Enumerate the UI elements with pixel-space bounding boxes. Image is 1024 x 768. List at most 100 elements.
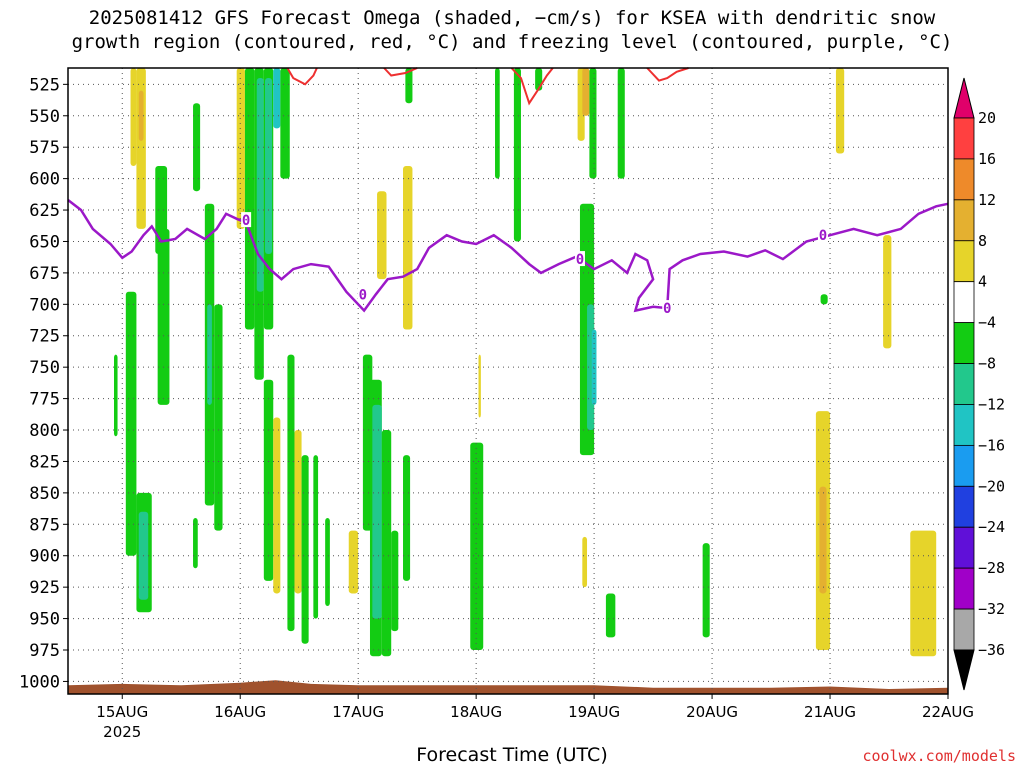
omega-shade-20 [273,68,281,129]
y-tick-label-525: 525 [29,75,60,95]
freezing-level-label-bg-0 [241,212,252,228]
freezing-level-label-0: 0 [242,213,250,229]
omega-shade-33 [381,430,392,657]
y-tick-label-875: 875 [29,515,60,535]
colorbar-swatch-12 [953,608,975,651]
colorbar-label-9: −20 [978,477,1005,495]
omega-shade-26 [301,455,309,644]
y-tick-label-700: 700 [29,295,60,315]
x-tick-label-18AUG: 18AUG [450,703,502,721]
x-tick-sublabel-15AUG: 2025 [103,723,141,741]
y-tick-label-825: 825 [29,452,60,472]
colorbar-label-11: −28 [978,559,1005,577]
y-tick-label-725: 725 [29,327,60,347]
omega-shade-56 [819,486,827,594]
y-tick-label-575: 575 [29,138,60,158]
omega-shade-42 [513,68,521,242]
y-tick-label-950: 950 [29,610,60,630]
omega-shade-32 [372,404,382,619]
y-tick-label-550: 550 [29,107,60,127]
omega-shade-59 [910,530,937,657]
omega-shade-0 [130,68,137,167]
colorbar-label-5: −4 [978,314,996,332]
freezing-level-label-2: 0 [576,252,584,268]
omega-shade-28 [325,518,330,607]
omega-shade-2 [138,90,144,141]
colorbar-swatch-8 [953,444,975,487]
y-tick-label-900: 900 [29,547,60,567]
colorbar-label-1: 16 [978,150,996,168]
omega-shade-19 [264,78,273,255]
colorbar-label-12: −32 [978,600,1005,618]
freezing-level-label-bg-2 [574,251,585,267]
colorbar: 20 16 12 8 4 −4 −8 −12 −16 −20 −24 −28 −32 −36 [953,77,1005,691]
omega-shade-54 [820,294,828,305]
freezing-level-label-bg-3 [662,300,673,316]
omega-shade-35 [403,455,411,581]
colorbar-swatch-9 [953,485,975,528]
colorbar-top-arrow [953,77,975,119]
credit-link[interactable]: coolwx.com/models [862,747,1016,765]
omega-shade-38 [405,68,413,104]
omega-shade-8 [157,228,170,405]
omega-shade-12 [214,304,223,531]
omega-shade-15 [244,68,255,330]
y-tick-label-975: 975 [29,641,60,661]
omega-shade-36 [377,191,387,280]
colorbar-label-8: −16 [978,436,1005,454]
y-tick-label-625: 625 [29,201,60,221]
terrain-ground [68,680,948,694]
colorbar-swatch-1 [953,158,975,201]
omega-shade-29 [348,530,359,594]
omega-shade-13 [193,518,198,569]
chart-title-line-2: growth region (contoured, red, °C) and f… [71,31,953,53]
freezing-level-label-1: 0 [359,287,367,303]
chart-title: 2025081412 GFS Forecast Omega (shaded, −… [0,6,1024,54]
colorbar-label-13: −36 [978,641,1005,659]
colorbar-swatch-3 [953,240,975,283]
omega-shade-22 [263,379,274,581]
colorbar-swatch-11 [953,567,975,610]
colorbar-swatch-2 [953,199,975,242]
freezing-level-label-3: 0 [663,301,671,317]
colorbar-label-2: 12 [978,191,996,209]
omega-shade-11 [207,304,212,405]
omega-shade-41 [495,68,500,179]
freezing-level-label-bg-1 [357,286,368,302]
omega-shade-21 [280,68,290,179]
colorbar-swatch-4 [953,281,975,324]
y-tick-label-850: 850 [29,484,60,504]
colorbar-label-10: −24 [978,518,1005,536]
x-tick-label-21AUG: 21AUG [804,703,856,721]
omega-shade-37 [403,166,413,330]
y-tick-label-800: 800 [29,421,60,441]
dgz-contour-1 [383,67,418,77]
plot-area: 0 0 0 0 0 525 550 575 600 625 650 675 700 725 750 775 80… [19,67,974,741]
omega-shade-17 [256,78,264,292]
dgz-contour-3 [646,67,689,82]
omega-shade-39 [470,442,484,651]
chart-title-line-1: 2025081412 GFS Forecast Omega (shaded, −… [88,7,936,29]
colorbar-bottom-arrow [953,649,975,691]
y-tick-label-600: 600 [29,170,60,190]
dgz-contour-2 [510,67,554,106]
colorbar-label-4: 4 [978,273,987,291]
x-tick-label-16AUG: 16AUG [214,703,266,721]
colorbar-swatch-6 [953,363,975,405]
omega-shade-34 [391,530,399,632]
omega-shade-40 [478,354,481,418]
omega-shade-27 [313,455,319,619]
omega-shade-25 [294,430,302,594]
omega-shade-3 [114,354,118,437]
omega-shade-4 [125,291,137,556]
x-tick-label-17AUG: 17AUG [332,703,384,721]
omega-shade-50 [617,68,625,179]
x-tick-label-19AUG: 19AUG [568,703,620,721]
colorbar-swatch-10 [953,526,975,569]
y-tick-label-750: 750 [29,358,60,378]
omega-shade-46 [589,68,597,179]
omega-shade-53 [702,543,710,638]
x-tick-label-15AUG: 15AUG [96,703,148,721]
omega-shade-51 [582,536,588,588]
colorbar-swatch-7 [953,404,975,446]
